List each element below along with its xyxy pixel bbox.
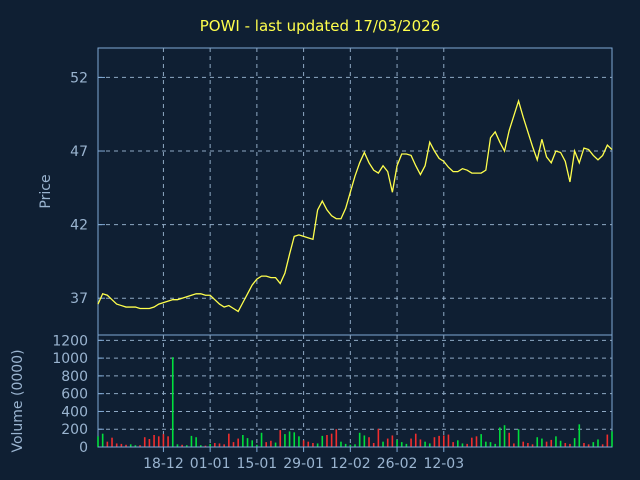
x-tick-label: 18-12 xyxy=(143,456,184,472)
volume-tick-label: 800 xyxy=(61,369,88,385)
x-tick-label: 26-02 xyxy=(377,456,418,472)
x-tick-label: 29-01 xyxy=(283,456,324,472)
x-tick-label: 12-02 xyxy=(330,456,371,472)
price-tick-label: 52 xyxy=(70,70,88,86)
volume-tick-label: 1000 xyxy=(52,351,88,367)
volume-tick-label: 0 xyxy=(79,440,88,456)
price-tick-label: 47 xyxy=(70,144,88,160)
price-tick-label: 37 xyxy=(70,291,88,307)
volume-tick-label: 1200 xyxy=(52,333,88,349)
volume-axis-label: Volume (0000) xyxy=(10,349,26,452)
x-tick-label: 01-01 xyxy=(190,456,231,472)
volume-tick-label: 400 xyxy=(61,404,88,420)
price-series-line xyxy=(97,98,613,313)
price-axis-label: Price xyxy=(38,174,54,208)
volume-tick-label: 200 xyxy=(61,422,88,438)
x-tick-label: 15-01 xyxy=(237,456,278,472)
volume-tick-label: 600 xyxy=(61,387,88,403)
x-axis: 18-12 01-01 15-01 29-01 12-02 26-02 12-03 xyxy=(143,447,464,472)
chart-title: POWI - last updated 17/03/2026 xyxy=(200,17,440,35)
price-tick-label: 42 xyxy=(70,218,88,234)
x-tick-label: 12-03 xyxy=(423,456,464,472)
